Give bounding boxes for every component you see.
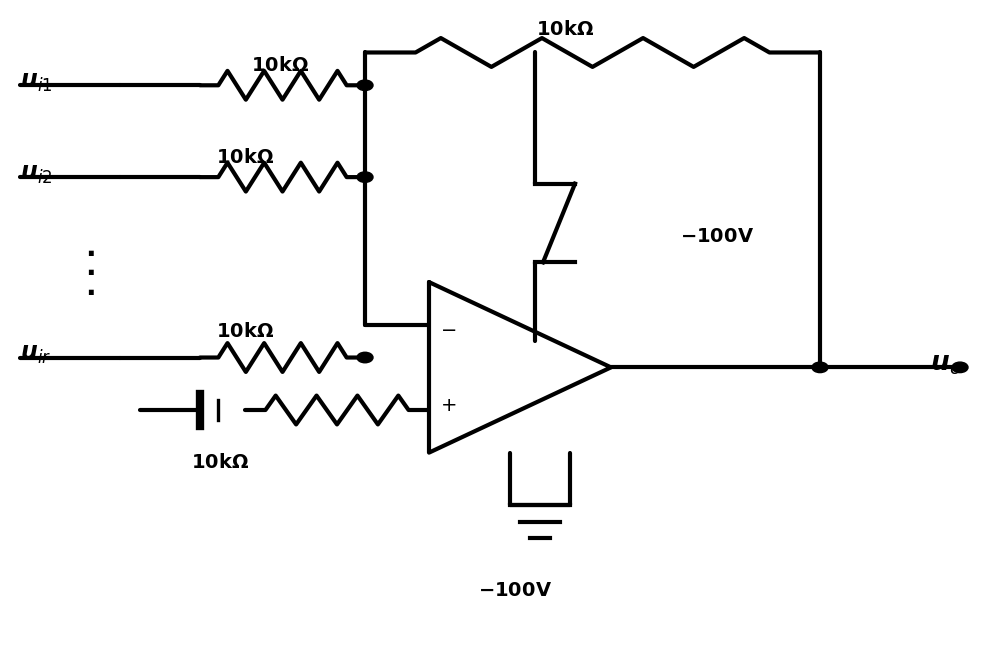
Text: $\boldsymbol{u}_{i2}$: $\boldsymbol{u}_{i2}$ xyxy=(20,162,53,186)
Text: $\boldsymbol{u}_{o}$: $\boldsymbol{u}_{o}$ xyxy=(930,351,962,377)
Text: $\boldsymbol{\cdot}$: $\boldsymbol{\cdot}$ xyxy=(85,239,95,266)
Circle shape xyxy=(952,362,968,373)
Text: $\boldsymbol{u}_{i1}$: $\boldsymbol{u}_{i1}$ xyxy=(20,70,53,94)
Text: $+$: $+$ xyxy=(440,396,457,415)
Text: $\mathbf{10k\Omega}$: $\mathbf{10k\Omega}$ xyxy=(216,148,274,167)
Text: $\mathbf{10k\Omega}$: $\mathbf{10k\Omega}$ xyxy=(216,322,274,340)
Text: $\mathbf{-100V}$: $\mathbf{-100V}$ xyxy=(478,581,552,600)
Text: $\mathbf{10k\Omega}$: $\mathbf{10k\Omega}$ xyxy=(251,56,309,75)
Circle shape xyxy=(812,362,828,373)
Text: $\boldsymbol{\cdot}$: $\boldsymbol{\cdot}$ xyxy=(85,278,95,306)
Text: $-$: $-$ xyxy=(440,319,457,338)
Circle shape xyxy=(357,80,373,91)
Text: $\mathbf{10k\Omega}$: $\mathbf{10k\Omega}$ xyxy=(191,453,249,472)
Text: $\boldsymbol{u}_{ir}$: $\boldsymbol{u}_{ir}$ xyxy=(20,342,51,366)
Circle shape xyxy=(357,172,373,182)
Text: $\mathbf{10k\Omega}$: $\mathbf{10k\Omega}$ xyxy=(536,20,594,39)
Text: $\mathbf{-100V}$: $\mathbf{-100V}$ xyxy=(680,227,754,245)
Circle shape xyxy=(357,352,373,363)
Text: $\boldsymbol{\cdot}$: $\boldsymbol{\cdot}$ xyxy=(85,258,95,286)
